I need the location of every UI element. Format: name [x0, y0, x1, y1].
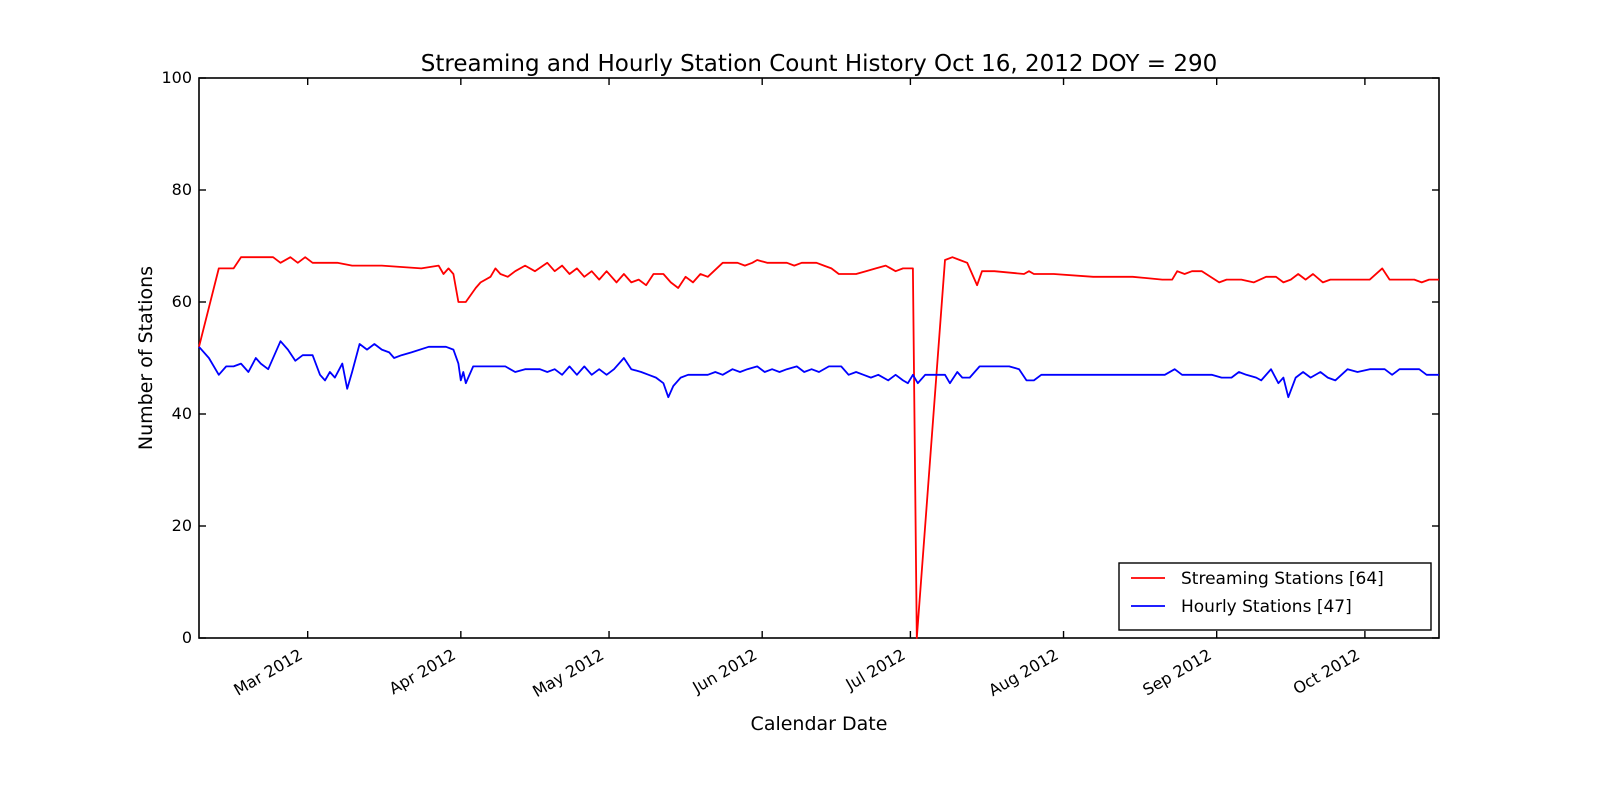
axis-ticks: [199, 77, 1439, 639]
y-tick-label: 20: [172, 516, 192, 535]
x-axis-label: Calendar Date: [751, 713, 888, 735]
y-tick-label: 40: [172, 404, 192, 423]
x-tick-label: Aug 2012: [985, 645, 1061, 700]
x-tick-label: Apr 2012: [386, 645, 459, 698]
x-tick-label: Jun 2012: [688, 645, 760, 697]
series-line-hourly: [198, 340, 1439, 399]
series-lines: [198, 256, 1439, 639]
y-axis-label: Number of Stations: [135, 266, 157, 450]
legend-label-hourly: Hourly Stations [47]: [1181, 597, 1352, 617]
plot-frame: [198, 77, 1440, 639]
chart-title: Streaming and Hourly Station Count Histo…: [421, 51, 1217, 77]
legend: Streaming Stations [64] Hourly Stations …: [1118, 562, 1432, 631]
y-tick-label: 100: [161, 68, 192, 87]
x-tick-label: Sep 2012: [1139, 645, 1214, 699]
x-tick-label: Jul 2012: [842, 645, 909, 695]
x-tick-label: Mar 2012: [230, 645, 305, 699]
series-line-streaming: [198, 256, 1439, 639]
legend-box: [1118, 562, 1432, 631]
legend-label-streaming: Streaming Stations [64]: [1181, 569, 1384, 589]
x-tick-label: Oct 2012: [1290, 645, 1363, 698]
y-tick-label: 60: [172, 292, 192, 311]
y-tick-label: 80: [172, 180, 192, 199]
y-tick-label: 0: [182, 628, 192, 647]
x-tick-label: May 2012: [529, 645, 607, 701]
